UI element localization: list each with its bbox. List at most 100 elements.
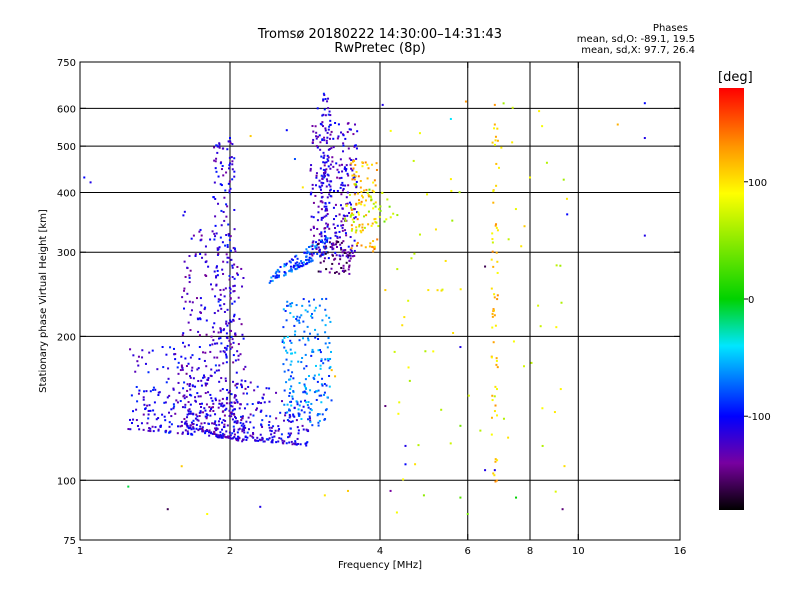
scatter-point (304, 442, 307, 445)
scatter-point (135, 408, 138, 411)
scatter-point (288, 378, 291, 381)
scatter-point (316, 243, 319, 246)
scatter-point (209, 393, 212, 396)
scatter-point (231, 163, 234, 166)
scatter-point (305, 248, 308, 251)
scatter-point (293, 324, 296, 327)
scatter-point (223, 295, 226, 298)
scatter-point (322, 161, 325, 164)
scatter-point (192, 377, 195, 380)
scatter-point (167, 377, 170, 380)
scatter-point (401, 324, 404, 327)
scatter-point (330, 399, 333, 402)
scatter-point (310, 402, 313, 405)
scatter-point (289, 427, 292, 430)
scatter-point (324, 236, 327, 239)
scatter-point (152, 386, 155, 389)
scatter-point (300, 265, 303, 268)
scatter-point (496, 229, 499, 232)
scatter-point (229, 436, 232, 439)
scatter-point (332, 243, 335, 246)
scatter-point (138, 389, 141, 392)
scatter-point (213, 356, 216, 359)
scatter-point (305, 365, 308, 368)
scatter-point (221, 147, 224, 150)
scatter-point (319, 261, 322, 264)
scatter-point (491, 232, 494, 235)
scatter-point (347, 256, 350, 259)
scatter-point (198, 357, 201, 360)
scatter-point (201, 256, 204, 259)
scatter-point (222, 410, 225, 413)
scatter-point (162, 366, 165, 369)
scatter-point (308, 256, 311, 259)
scatter-point (490, 287, 493, 290)
scatter-point (493, 127, 496, 130)
scatter-point (214, 197, 217, 200)
scatter-point (261, 425, 264, 428)
scatter-point (365, 214, 368, 217)
scatter-point (261, 396, 264, 399)
scatter-point (305, 255, 308, 258)
scatter-point (330, 242, 333, 245)
scatter-point (216, 436, 219, 439)
scatter-point (340, 193, 343, 196)
scatter-point (441, 288, 444, 291)
scatter-point (342, 187, 345, 190)
scatter-point (309, 420, 312, 423)
scatter-point (492, 341, 495, 344)
scatter-point (229, 187, 232, 190)
scatter-point (203, 407, 206, 410)
scatter-point (324, 417, 327, 420)
scatter-point (295, 317, 298, 320)
scatter-point (272, 425, 275, 428)
scatter-point (231, 178, 234, 181)
scatter-point (191, 423, 194, 426)
scatter-point (563, 465, 566, 468)
scatter-point (450, 189, 453, 192)
scatter-point (330, 350, 333, 353)
scatter-point (224, 419, 227, 422)
scatter-point (236, 350, 239, 353)
scatter-point (329, 365, 332, 368)
scatter-point (190, 369, 193, 372)
scatter-point (215, 424, 218, 427)
scatter-point (324, 127, 327, 130)
scatter-point (346, 254, 349, 257)
scatter-point (268, 400, 271, 403)
scatter-point (220, 404, 223, 407)
scatter-point (340, 246, 343, 249)
scatter-point (213, 270, 216, 273)
scatter-point (289, 363, 292, 366)
scatter-point (314, 245, 317, 248)
scatter-point (329, 119, 332, 122)
scatter-point (496, 294, 499, 297)
scatter-point (296, 257, 299, 260)
scatter-point (215, 428, 218, 431)
scatter-point (347, 184, 350, 187)
scatter-point (304, 343, 307, 346)
scatter-point (220, 436, 223, 439)
scatter-point (230, 393, 233, 396)
scatter-point (495, 479, 498, 482)
scatter-point (317, 424, 320, 427)
scatter-point (166, 508, 169, 511)
scatter-point (275, 391, 278, 394)
scatter-point (555, 326, 558, 329)
scatter-point (215, 433, 218, 436)
scatter-point (323, 205, 326, 208)
scatter-point (294, 262, 297, 265)
scatter-point (422, 494, 425, 497)
scatter-point (146, 404, 149, 407)
scatter-point (229, 137, 231, 140)
scatter-point (251, 435, 254, 438)
scatter-point (268, 387, 271, 390)
scatter-point (205, 415, 208, 418)
scatter-point (233, 263, 236, 266)
scatter-point (494, 458, 497, 461)
scatter-point (325, 178, 328, 181)
scatter-point (265, 414, 268, 417)
scatter-point (209, 283, 212, 286)
scatter-point (278, 428, 281, 431)
scatter-point (302, 391, 305, 394)
